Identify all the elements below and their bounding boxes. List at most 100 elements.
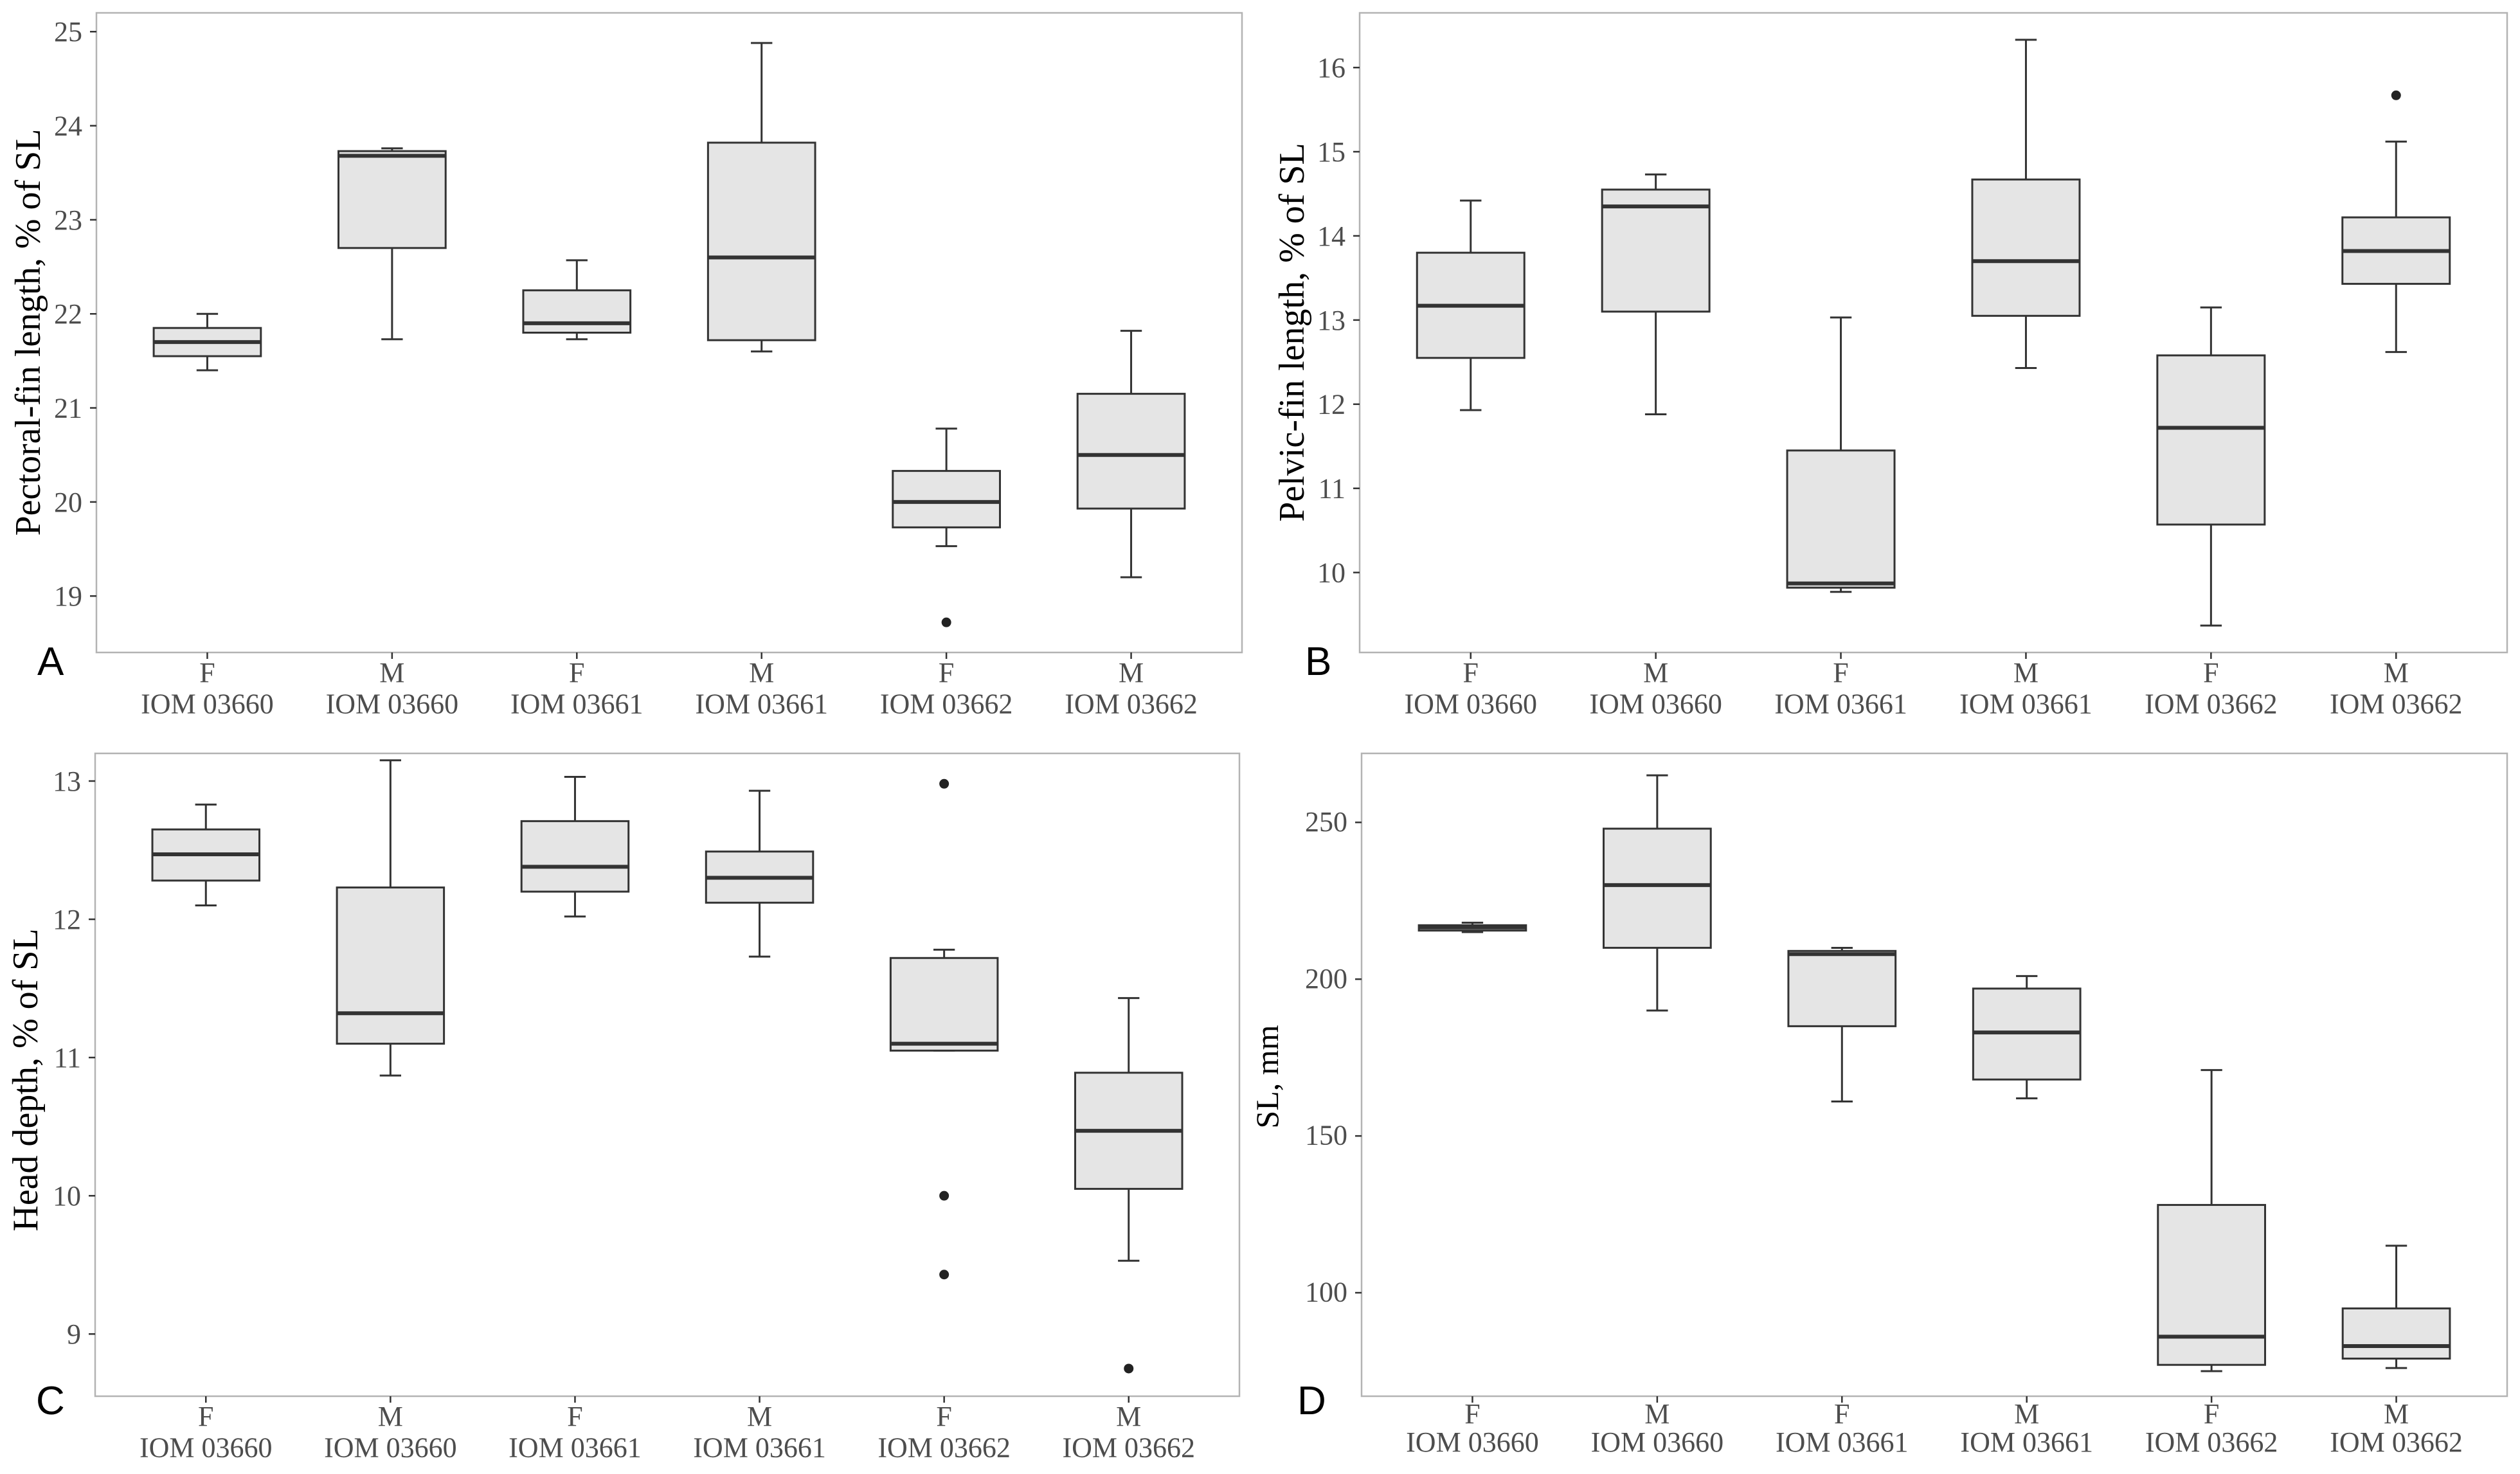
panel-a-x-sex-label: F <box>199 657 215 688</box>
panel-a-y-tick-label: 25 <box>54 16 82 48</box>
panel-a-x-sex-label: M <box>379 657 404 688</box>
panel-d-box-3 <box>1787 946 1897 1102</box>
panel-a-x-sex-label: F <box>569 657 584 688</box>
panel-c-y-tick-label: 9 <box>67 1318 81 1350</box>
panel-b-x-sex-label: M <box>2013 657 2039 688</box>
panel-b-x-sex-label: F <box>1462 657 1478 688</box>
panel-b-y-axis-label: Pelvic-fin length, % of SL <box>1272 143 1312 521</box>
panel-c-x-group-label: IOM 03660 <box>324 1432 457 1464</box>
panel-c-x-group-label: IOM 03662 <box>1062 1432 1195 1464</box>
panel-c-x-sex-label: M <box>1116 1401 1141 1432</box>
panel-c-y-tick-label: 11 <box>54 1042 81 1074</box>
panel-c-box-2 <box>336 759 446 1077</box>
panel-a-box-2 <box>338 147 447 341</box>
panel-d-box-5 <box>2157 1069 2266 1372</box>
iqr-box <box>1603 827 1712 949</box>
outlier-point <box>2391 90 2401 100</box>
panel-d-plot-area <box>1360 752 2508 1398</box>
iqr-box <box>889 957 999 1052</box>
panel-c-plot-area <box>94 752 1241 1398</box>
panel-d-x-sex-label: M <box>2384 1398 2409 1430</box>
iqr-box <box>1076 393 1186 510</box>
iqr-box <box>2156 354 2266 526</box>
iqr-box <box>1787 949 1897 1027</box>
panel-c-y-tick-label: 10 <box>53 1180 81 1212</box>
panel-b-x-group-label: IOM 03661 <box>1959 688 2092 720</box>
panel-d-x-sex-label: F <box>2204 1398 2219 1430</box>
panel-d-y-tick-label: 250 <box>1305 806 1347 838</box>
panel-b-y-tick-label: 10 <box>1317 557 1346 589</box>
panel-c-x-sex-label: F <box>567 1401 582 1432</box>
panel-d-x-sex-label: F <box>1464 1398 1480 1430</box>
iqr-box <box>892 470 1001 528</box>
panel-b-x-sex-label: F <box>1833 657 1848 688</box>
panel-b-x-group-label: IOM 03662 <box>2145 688 2278 720</box>
panel-a-y-axis-label: Pectoral-fin length, % of SL <box>8 129 48 536</box>
panel-d-y-tick-label: 200 <box>1305 963 1347 994</box>
panel-a-box-6 <box>1076 330 1186 579</box>
panel-a-y-tick-label: 20 <box>54 487 82 518</box>
panel-c-x-group-label: IOM 03662 <box>878 1432 1011 1464</box>
panel-a-y-tick-label: 22 <box>54 298 82 330</box>
panel-b-box-3 <box>1786 316 1896 593</box>
panel-d-x-group-label: IOM 03661 <box>1960 1426 2093 1458</box>
panel-c-y-axis-label: Head depth, % of SL <box>6 928 46 1231</box>
panel-b-y-tick-label: 12 <box>1317 389 1346 420</box>
panel-d-y-axis-label: SL, mm <box>1249 1025 1285 1128</box>
panel-b-x-sex-label: M <box>2384 657 2409 688</box>
panel-a-letter: A <box>37 640 64 684</box>
iqr-box <box>336 886 446 1045</box>
iqr-box <box>2157 1203 2266 1366</box>
panel-c-y-tick-label: 12 <box>53 904 81 935</box>
panel-a-box-4 <box>706 42 816 353</box>
panel-c-x-sex-label: M <box>378 1401 403 1432</box>
iqr-box <box>2341 1307 2451 1360</box>
outlier-point <box>939 1191 950 1201</box>
panel-a-x-sex-label: F <box>939 657 954 688</box>
panel-d-y-tick-label: 100 <box>1305 1277 1347 1308</box>
panel-d-box-6 <box>2341 1245 2451 1369</box>
panel-d-x-group-label: IOM 03662 <box>2330 1426 2463 1458</box>
panel-b-x-group-label: IOM 03661 <box>1774 688 1907 720</box>
iqr-box <box>1601 188 1711 313</box>
panel-b-letter: B <box>1305 640 1331 684</box>
panel-d-x-sex-label: M <box>1644 1398 1670 1430</box>
panel-b-x-group-label: IOM 03660 <box>1404 688 1537 720</box>
iqr-box <box>520 820 630 893</box>
panel-a-box-3 <box>522 259 632 341</box>
panel-a-box-1 <box>152 312 262 372</box>
panel-c-box-4 <box>705 789 815 958</box>
iqr-box <box>706 141 816 341</box>
panel-a-y-tick-label: 24 <box>54 111 82 142</box>
panel-a-x-group-label: IOM 03662 <box>1065 688 1198 720</box>
panel-b-y-tick-label: 14 <box>1317 220 1346 252</box>
panel-c-x-sex-label: F <box>198 1401 213 1432</box>
panel-a: Pectoral-fin length, % of SL A 19 20 21 22 2… <box>8 12 1243 720</box>
panel-b-plot-area <box>1358 12 2508 654</box>
iqr-box <box>1971 178 2081 317</box>
panel-a-x-group-label: IOM 03661 <box>510 688 644 720</box>
panel-a-box-5 <box>892 427 1001 627</box>
iqr-box <box>338 150 447 249</box>
panel-c-x-sex-label: F <box>936 1401 951 1432</box>
outlier-point <box>939 778 950 789</box>
panel-a-y-tick-label: 23 <box>54 204 82 236</box>
panel-b-box-5 <box>2156 306 2266 627</box>
panel-b-y-tick-label: 15 <box>1317 136 1346 168</box>
panel-c-letter: C <box>36 1379 65 1423</box>
panel-a-y-tick-label: 21 <box>54 393 82 424</box>
panel-a-x-group-label: IOM 03660 <box>141 688 274 720</box>
panel-d-x-sex-label: F <box>1834 1398 1850 1430</box>
panel-c-x-group-label: IOM 03661 <box>693 1432 826 1464</box>
panel-c-x-group-label: IOM 03661 <box>509 1432 642 1464</box>
panel-c-x-group-label: IOM 03660 <box>140 1432 273 1464</box>
panel-c-x-sex-label: M <box>747 1401 772 1432</box>
outlier-point <box>1124 1363 1134 1374</box>
panel-d-box-4 <box>1972 975 2082 1100</box>
outlier-point <box>941 617 951 627</box>
panel-d-x-group-label: IOM 03662 <box>2145 1426 2278 1458</box>
panel-a-x-group-label: IOM 03662 <box>880 688 1013 720</box>
panel-b-x-sex-label: M <box>1643 657 1668 688</box>
